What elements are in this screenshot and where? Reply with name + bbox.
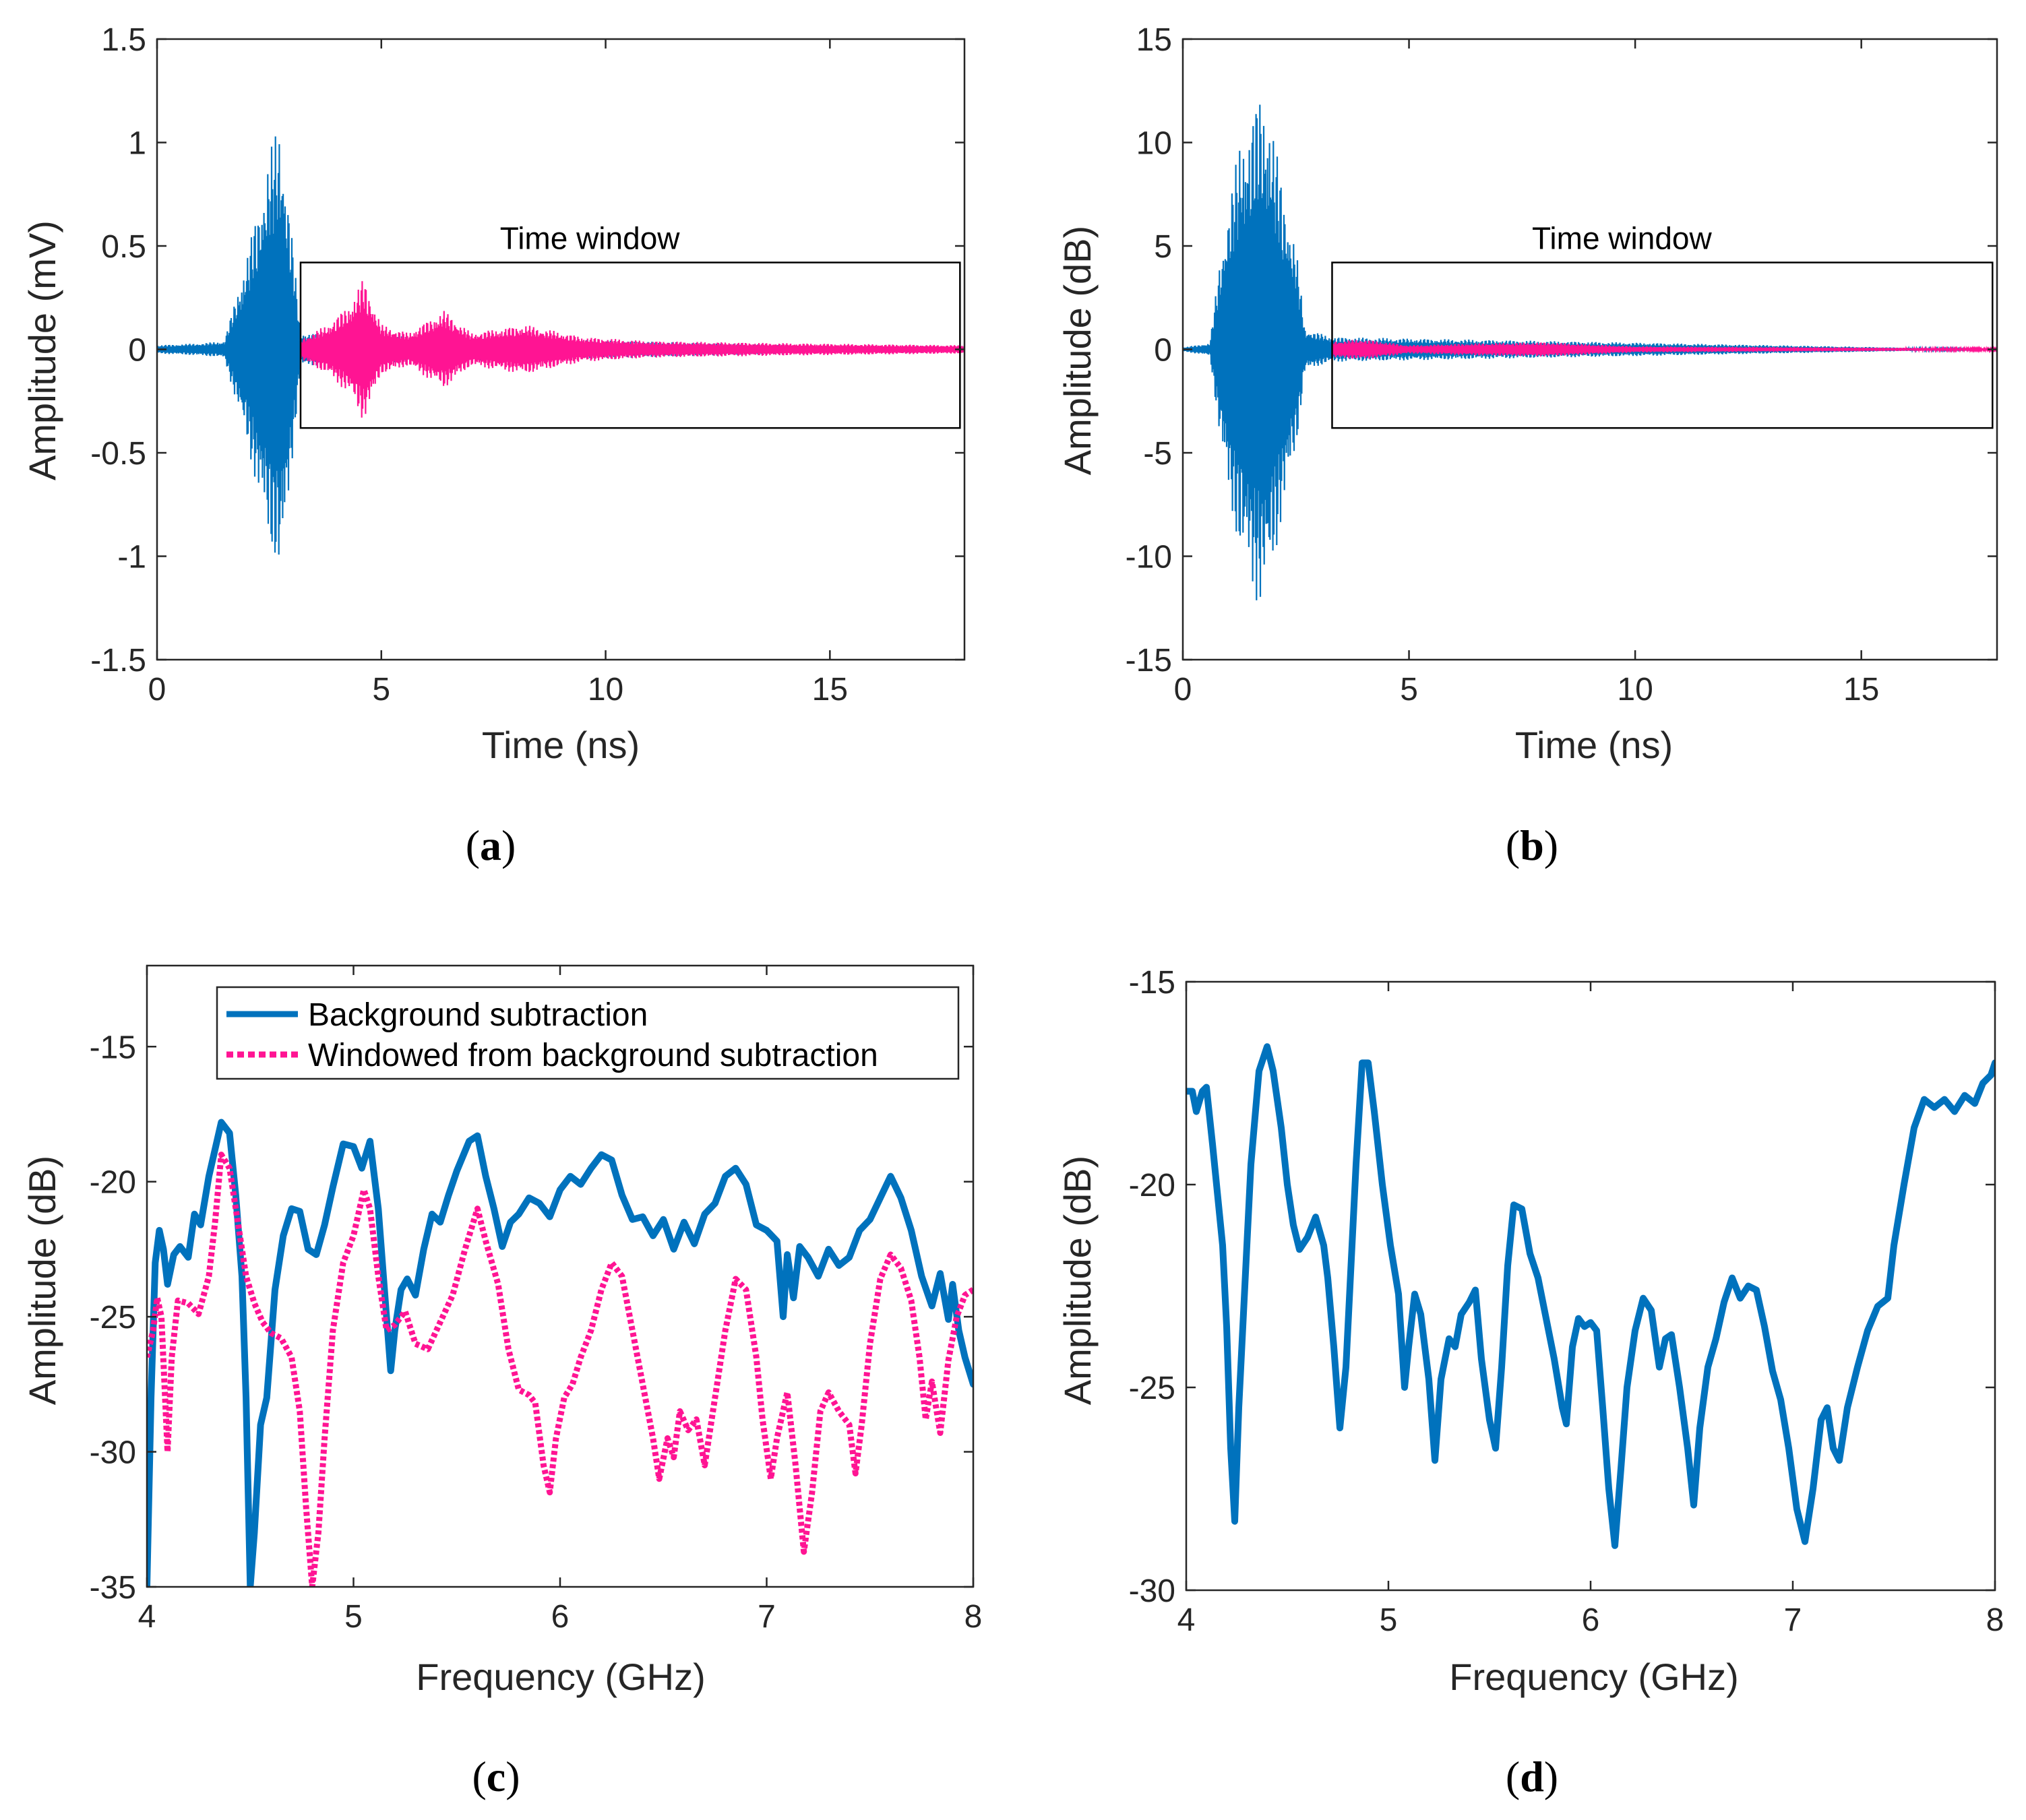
x-tick-label: 0 [1174,672,1192,708]
panel-c-plot-area: 4 5 6 7 8 -35 -30 -25 -20 -15 Background subtracti… [90,964,983,1635]
time-window-box [299,261,961,429]
y-tick-label: -25 [90,1300,136,1336]
legend: Background subtraction Windowed from back… [216,986,960,1080]
legend-label: Background subtraction [308,997,648,1033]
series-windowed-line [1331,340,1997,359]
x-tick-label: 5 [1380,1602,1398,1638]
panel-b-plot-area: Time window 0 5 10 15 -15 -10 -5 0 5 10 15 [1126,22,1998,708]
panel-c-ylabel: Amplitude (dB) [21,1156,63,1405]
panel-a-ylabel: Amplitude (mV) [21,220,63,480]
panel-b: Time window 0 5 10 15 -15 -10 -5 0 5 10 15 Time (ns… [1056,22,1998,869]
y-tick-label: -15 [1129,965,1175,1001]
x-tick-label: 6 [551,1599,570,1635]
y-tick-label: -35 [90,1570,136,1606]
y-tick-label: 0.5 [101,229,146,265]
time-window-label: Time window [1532,221,1712,256]
y-tick-label: 5 [1154,229,1172,265]
y-tick-label: -1.5 [90,643,146,679]
panel-b-label: (b) [1506,821,1558,869]
time-window-label: Time window [500,221,680,256]
x-tick-label: 5 [344,1599,363,1635]
x-tick-label: 5 [1400,672,1418,708]
x-tick-label: 8 [1986,1602,2004,1638]
x-tick-label: 10 [1617,672,1653,708]
panel-a-label: (a) [466,821,516,869]
x-tick-label: 7 [758,1599,776,1635]
series-background-subtraction-line [147,1119,973,1587]
x-tick-label: 8 [964,1599,983,1635]
y-tick-label: 10 [1136,126,1172,162]
panel-a-xlabel: Time (ns) [482,724,640,766]
series-group [1186,1043,1995,1549]
panel-d-letter: d [1520,1753,1544,1800]
panel-a-letter: a [480,821,501,869]
x-tick-label: 10 [588,672,623,708]
x-tick-label: 5 [372,672,390,708]
panel-c-xlabel: Frequency (GHz) [416,1656,705,1698]
y-tick-label: -30 [90,1435,136,1471]
time-window-box [1331,261,1994,429]
x-tick-label: 15 [1843,672,1879,708]
y-tick-label: -25 [1129,1371,1175,1406]
panel-d-label: (d) [1506,1753,1558,1800]
x-tick-label: 4 [138,1599,156,1635]
x-tick-label: 0 [148,672,166,708]
y-tick-label: 1 [128,126,146,162]
panel-c: 4 5 6 7 8 -35 -30 -25 -20 -15 Background subtracti… [21,964,983,1800]
panel-d-xlabel: Frequency (GHz) [1449,1656,1738,1698]
y-tick-label: -5 [1143,436,1172,472]
series-windowed-line [299,281,964,418]
panel-b-xlabel: Time (ns) [1515,724,1673,766]
x-tick-label: 15 [812,672,848,708]
y-tick-label: -0.5 [90,436,146,472]
legend-box [216,986,960,1080]
panel-b-letter: b [1520,821,1544,869]
y-tick-label: -15 [90,1030,136,1065]
panel-a-plot-area: Time window 0 5 10 15 -1.5 -1 -0.5 0 0.5 1 1.5 [90,22,966,708]
series-windowed-line [147,1152,973,1587]
panel-a: Time window 0 5 10 15 -1.5 -1 -0.5 0 0.5 1 1.5 Time… [21,22,966,869]
y-tick-label: 15 [1136,22,1172,58]
y-tick-label: -20 [90,1165,136,1201]
y-tick-label: -20 [1129,1168,1175,1203]
series-background-subtraction-line [1186,1043,1995,1549]
x-tick-label: 6 [1582,1602,1600,1638]
y-tick-label: 0 [1154,333,1172,369]
y-tick-label: -1 [117,540,146,575]
y-tick-label: 1.5 [101,22,146,58]
panel-d-plot-area: 4 5 6 7 8 -30 -25 -20 -15 [1129,965,2004,1638]
panel-b-ylabel: Amplitude (dB) [1056,226,1099,475]
x-tick-label: 4 [1177,1602,1196,1638]
x-tick-label: 7 [1784,1602,1802,1638]
y-tick-label: -15 [1126,643,1172,679]
panel-c-label: (c) [472,1753,520,1800]
panel-d: 4 5 6 7 8 -30 -25 -20 -15 Frequency (GHz) Amplit… [1056,965,2004,1800]
panel-d-ylabel: Amplitude (dB) [1056,1156,1099,1405]
series-group [147,1119,973,1587]
legend-label: Windowed from background subtraction [308,1038,878,1073]
y-tick-label: -30 [1129,1573,1175,1609]
panel-c-letter: c [487,1753,505,1800]
y-tick-label: -10 [1126,540,1172,575]
series-group [157,136,964,555]
series-group [1183,104,1997,600]
y-tick-label: 0 [128,333,146,369]
